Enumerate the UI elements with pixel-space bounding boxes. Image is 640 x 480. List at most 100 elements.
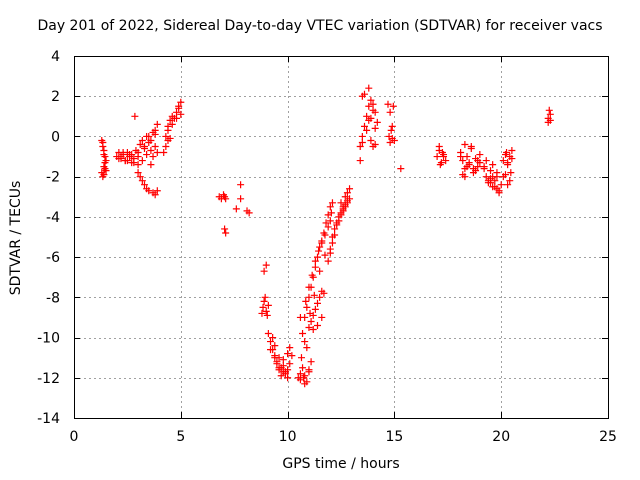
- data-point-marker: [463, 153, 471, 161]
- data-point-marker: [232, 205, 240, 213]
- data-point-marker: [358, 138, 366, 146]
- y-tick-label: 4: [51, 49, 60, 65]
- data-point-marker: [102, 157, 110, 165]
- data-point-marker: [499, 157, 507, 165]
- data-point-marker: [264, 301, 272, 309]
- data-point-marker: [356, 157, 364, 165]
- data-point-marker: [331, 231, 339, 239]
- data-point-marker: [138, 136, 146, 144]
- data-point-marker: [115, 155, 123, 163]
- data-point-marker: [260, 267, 268, 275]
- data-point-marker: [279, 356, 287, 364]
- data-point-marker: [297, 354, 305, 362]
- data-point-marker: [131, 112, 139, 120]
- data-point-marker: [136, 173, 144, 181]
- data-point-marker: [389, 102, 397, 110]
- data-point-marker: [153, 149, 161, 157]
- data-point-marker: [315, 247, 323, 255]
- data-point-marker: [307, 317, 315, 325]
- data-point-marker: [369, 100, 377, 108]
- data-point-marker: [299, 330, 307, 338]
- data-point-marker: [469, 165, 477, 173]
- data-point-marker: [245, 209, 253, 217]
- data-point-marker: [100, 171, 108, 179]
- data-point-marker: [442, 157, 450, 165]
- data-point-marker: [316, 293, 324, 301]
- data-point-marker: [474, 157, 482, 165]
- data-point-marker: [305, 324, 313, 331]
- data-point-marker: [145, 187, 153, 195]
- x-axis-label: GPS time / hours: [282, 456, 400, 472]
- data-point-marker: [480, 165, 488, 173]
- data-point-marker: [491, 177, 499, 185]
- grid-layer: [74, 56, 608, 418]
- data-point-marker: [463, 163, 471, 171]
- y-tick-label: 2: [51, 89, 60, 105]
- data-point-marker: [326, 249, 334, 257]
- data-point-marker: [482, 157, 490, 165]
- y-tick-label: -6: [46, 250, 60, 266]
- data-point-marker: [504, 181, 512, 189]
- data-point-marker: [320, 289, 328, 297]
- data-point-marker: [331, 225, 339, 233]
- data-point-marker: [128, 151, 136, 159]
- data-point-marker: [487, 167, 495, 175]
- data-point-marker: [316, 267, 324, 275]
- data-point-marker: [371, 124, 379, 132]
- y-tick-label: -2: [46, 170, 60, 186]
- chart-title: Day 201 of 2022, Sidereal Day-to-day VTE…: [37, 18, 603, 34]
- data-point-marker: [321, 251, 329, 259]
- data-point-marker: [363, 112, 371, 120]
- data-point-marker: [138, 157, 146, 165]
- data-point-marker: [311, 257, 319, 265]
- data-point-marker: [341, 193, 349, 201]
- data-point-marker: [140, 145, 148, 153]
- data-point-marker: [145, 132, 153, 140]
- data-point-marker: [476, 151, 484, 159]
- data-point-marker: [164, 136, 172, 144]
- data-point-marker: [264, 330, 272, 338]
- data-point-marker: [322, 219, 330, 227]
- data-point-marker: [237, 181, 245, 189]
- data-point-marker: [301, 338, 309, 346]
- data-point-marker: [303, 303, 311, 311]
- data-point-marker: [300, 374, 308, 382]
- data-point-marker: [386, 108, 394, 116]
- data-point-marker: [506, 177, 514, 185]
- data-point-marker: [373, 118, 381, 126]
- data-point-marker: [173, 108, 181, 116]
- data-point-marker: [343, 189, 351, 197]
- data-point-marker: [160, 149, 168, 157]
- data-point-marker: [318, 313, 326, 321]
- data-point-marker: [309, 326, 317, 334]
- data-point-marker: [286, 344, 294, 352]
- x-tick-label: 5: [176, 429, 185, 445]
- data-point-marker: [134, 169, 142, 177]
- data-point-marker: [151, 130, 159, 138]
- data-point-marker: [371, 140, 379, 148]
- data-points-layer: [98, 84, 554, 388]
- data-point-marker: [365, 84, 373, 92]
- data-point-marker: [508, 155, 516, 163]
- data-point-marker: [262, 261, 270, 269]
- y-tick-label: -14: [37, 411, 60, 427]
- data-point-marker: [305, 293, 313, 301]
- data-point-marker: [308, 271, 316, 279]
- data-point-marker: [358, 92, 366, 100]
- data-point-marker: [101, 165, 109, 173]
- data-point-marker: [508, 147, 516, 155]
- data-point-marker: [303, 344, 311, 352]
- data-point-marker: [149, 153, 157, 161]
- data-point-marker: [175, 102, 183, 110]
- data-point-marker: [260, 297, 268, 305]
- data-point-marker: [438, 149, 446, 157]
- x-tick-label: 0: [70, 429, 79, 445]
- data-point-marker: [237, 195, 245, 203]
- data-point-marker: [440, 153, 448, 161]
- data-point-marker: [177, 98, 185, 106]
- data-point-marker: [286, 360, 294, 368]
- data-point-marker: [324, 223, 332, 231]
- data-point-marker: [269, 334, 277, 342]
- x-tick-label: 10: [279, 429, 297, 445]
